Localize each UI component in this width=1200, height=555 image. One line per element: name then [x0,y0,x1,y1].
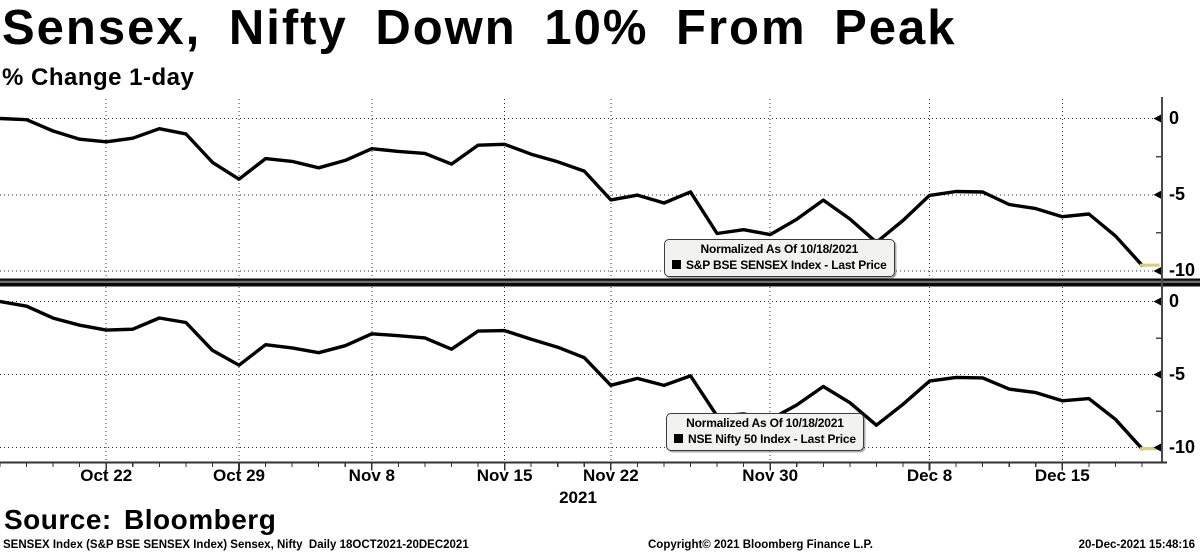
y-tick-arrow-icon [1153,443,1162,452]
source-label: Source: Bloomberg [4,504,277,535]
x-axis-label: Dec 8 [906,466,953,485]
panel-divider [0,278,1200,281]
y-axis-label: 0 [1169,290,1180,311]
series-swatch-icon [674,433,683,443]
y-tick-arrow-icon [1153,190,1162,200]
x-axis-label: Nov 8 [348,466,395,485]
chart-title: Sensex, Nifty Down 10% From Peak [2,1,957,55]
series-line-sensex [0,116,1144,267]
x-axis-year-label: 2021 [559,488,597,507]
series-line-nifty [0,299,1144,451]
y-tick-arrow-icon [1153,266,1162,276]
y-tick-arrow-icon [1153,297,1162,306]
legend-normalized-label: Normalized As Of 10/18/2021 [686,416,844,430]
legend-series-label: NSE Nifty 50 Index - Last Price [688,431,856,446]
legend-series-row: S&P BSE SENSEX Index - Last Price [672,258,887,274]
legend-series-label: S&P BSE SENSEX Index - Last Price [686,257,887,272]
y-axis-label: 0 [1169,107,1180,128]
panel-divider [0,280,1200,283]
legend-sensex: Normalized As Of 10/18/2021 S&P BSE SENS… [664,239,895,277]
panel-divider [0,282,1200,287]
x-axis-label: Nov 15 [476,466,533,485]
x-axis-label: Oct 29 [213,466,266,485]
footer-copyright: Copyright© 2021 Bloomberg Finance L.P. [648,539,873,551]
footer-description: SENSEX Index (S&P BSE SENSEX Index) Sens… [3,539,469,551]
legend-nifty: Normalized As Of 10/18/2021 NSE Nifty 50… [666,413,864,451]
x-axis-label: Oct 22 [80,466,133,485]
x-axis-label: Nov 30 [742,466,799,485]
y-tick-arrow-icon [1153,370,1162,379]
legend-normalized-label: Normalized As Of 10/18/2021 [700,242,859,256]
y-tick-arrow-icon [1153,114,1162,123]
footer-timestamp: 20-Dec-2021 15:48:16 [1078,539,1195,551]
series-swatch-icon [672,259,681,269]
legend-series-row: NSE Nifty 50 Index - Last Price [674,432,856,448]
chart-subtitle: % Change 1-day [2,64,195,91]
x-axis-label: Dec 15 [1034,466,1090,485]
x-axis-label: Nov 22 [582,466,639,485]
y-axis-label: -5 [1169,183,1186,204]
y-axis-label: -5 [1169,363,1186,384]
y-axis-label: -10 [1169,436,1196,457]
y-axis-label: -10 [1169,260,1196,280]
